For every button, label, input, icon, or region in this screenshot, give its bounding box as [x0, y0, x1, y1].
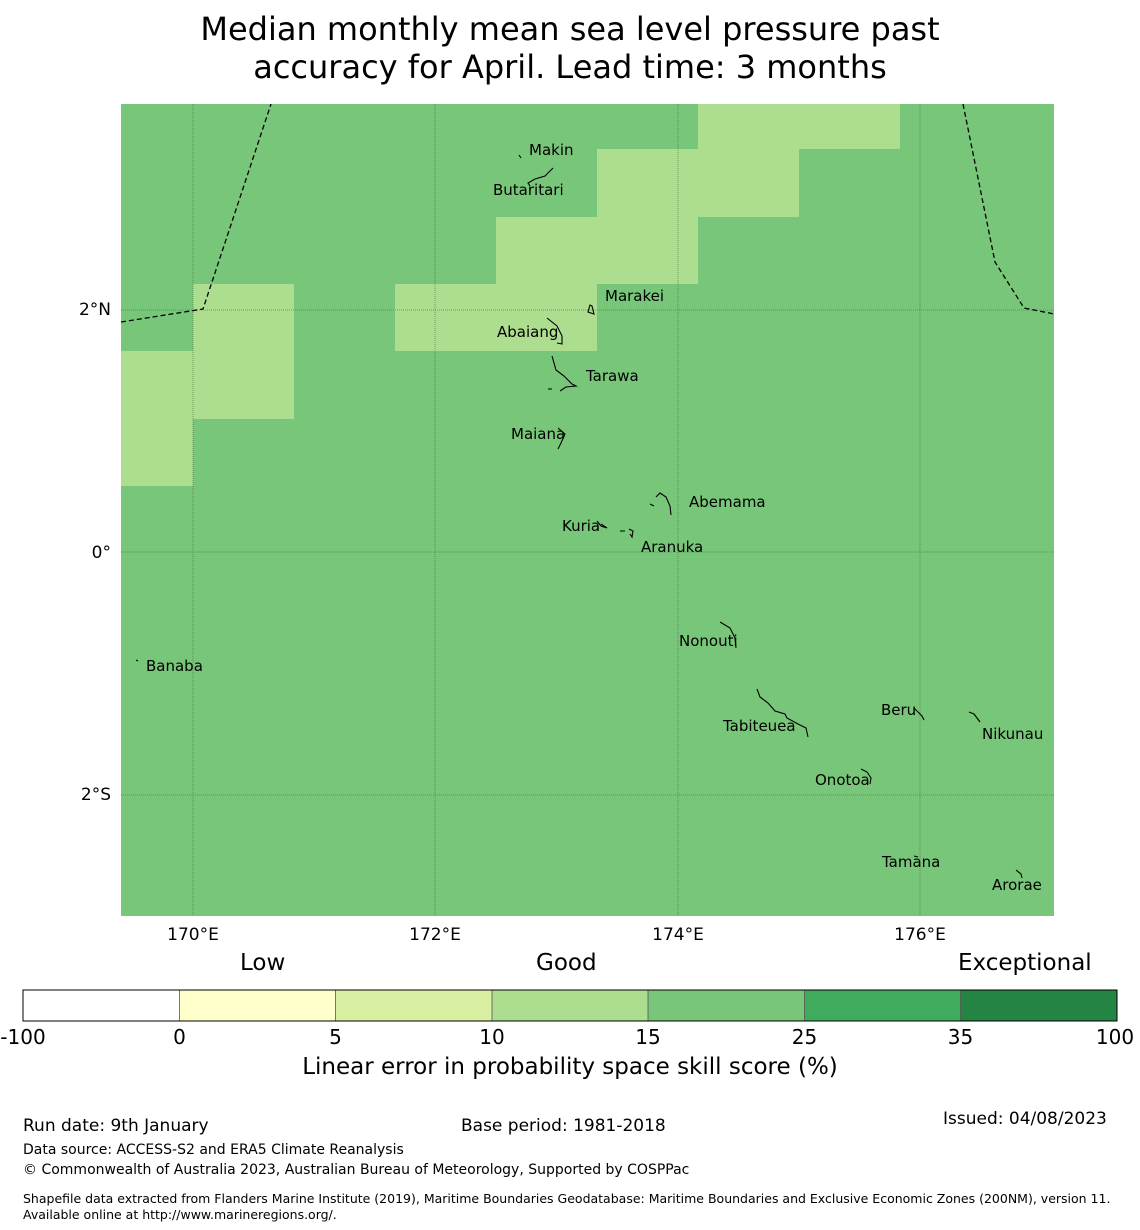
island-label-maiana: Maiana [511, 425, 565, 443]
base-period: Base period: 1981-2018 [461, 1116, 666, 1136]
colorbar-segment [960, 990, 1117, 1021]
lon-tick-172: 172°E [409, 925, 461, 945]
colorbar-tick: 25 [791, 1025, 818, 1049]
island-shape-maiana [557, 427, 566, 450]
axis-labels: 170°E 172°E 174°E 176°E 2°N 0° 2°S [79, 300, 946, 945]
island-label-nonouti: Nonouti [679, 632, 738, 650]
category-exceptional: Exceptional [958, 950, 1092, 976]
island-shape-abaiang [546, 317, 563, 345]
colorbar-tick: 5 [329, 1025, 342, 1049]
lat-tick-2n: 2°N [79, 300, 111, 320]
island-shape-tamana [913, 855, 919, 858]
colorbar-segment [492, 990, 648, 1021]
lon-tick-174: 174°E [652, 925, 704, 945]
title-line-1: Median monthly mean sea level pressure p… [200, 10, 940, 48]
island-label-butaritari: Butaritari [493, 181, 564, 199]
category-good: Good [536, 950, 597, 976]
colorbar-frame [22, 989, 1118, 1022]
skill-field-light-cells [121, 104, 900, 486]
colorbar-label: Linear error in probability space skill … [302, 1054, 838, 1080]
island-shape-tabiteuea [756, 688, 809, 738]
island-shape-marakei [587, 304, 595, 315]
eez-boundary-east [962, 103, 1055, 315]
island-label-marakei: Marakei [605, 287, 664, 305]
cell [698, 104, 900, 149]
run-date: Run date: 9th January [23, 1116, 209, 1136]
island-label-arorae: Arorae [992, 876, 1042, 894]
island-labels: Makin Butaritari Marakei Abaiang Tarawa … [146, 141, 1043, 894]
colorbar-tick: 15 [635, 1025, 661, 1049]
cell [121, 351, 193, 486]
colorbar-segment [335, 990, 492, 1021]
cell [496, 217, 698, 284]
island-shape-nikunau [968, 711, 981, 723]
island-shape-makin [518, 154, 522, 159]
island-shape-tarawa [548, 355, 578, 392]
island-label-kuria: Kuria [562, 517, 600, 535]
colorbar-tick: 100 [1095, 1025, 1135, 1049]
colorbar-dividers [179, 990, 961, 1021]
colorbar-segment [23, 990, 180, 1021]
eez-boundary-west [120, 103, 272, 323]
island-label-abaiang: Abaiang [497, 323, 558, 341]
island-shape-nonouti [719, 621, 737, 649]
colorbar-segment [804, 990, 961, 1021]
eez-boundaries [120, 103, 1055, 323]
lon-tick-176: 176°E [894, 925, 946, 945]
colorbar-tick: 0 [173, 1025, 186, 1049]
island-label-makin: Makin [529, 141, 574, 159]
lat-tick-2s: 2°S [81, 785, 111, 805]
issued-date: Issued: 04/08/2023 [943, 1109, 1107, 1129]
colorbar-tick: 10 [479, 1025, 505, 1049]
colorbar [22, 989, 1118, 1022]
island-label-nikunau: Nikunau [982, 725, 1043, 743]
title-line-2: accuracy for April. Lead time: 3 months [253, 48, 887, 86]
island-shape-butaritari [527, 167, 554, 187]
map-panel: Makin Butaritari Marakei Abaiang Tarawa … [79, 103, 1055, 945]
island-shape-abemama [649, 492, 672, 516]
island-label-banaba: Banaba [146, 657, 203, 675]
island-label-beru: Beru [881, 701, 916, 719]
cell [597, 149, 799, 217]
island-label-aranuka: Aranuka [641, 538, 703, 556]
colorbar-segment [179, 990, 336, 1021]
colorbar-segment [648, 990, 805, 1021]
island-shape-kuria [596, 520, 608, 529]
colorbar-tick: -100 [0, 1025, 46, 1049]
copyright: © Commonwealth of Australia 2023, Austra… [23, 1162, 690, 1178]
island-shape-beru [913, 707, 925, 721]
chart-title: Median monthly mean sea level pressure p… [0, 10, 1140, 86]
island-label-onotoa: Onotoa [815, 771, 870, 789]
island-outlines [135, 154, 1023, 879]
colorbar-tick: 35 [947, 1025, 974, 1049]
category-low: Low [240, 950, 286, 976]
cell [193, 284, 294, 419]
lon-tick-170: 170°E [167, 925, 219, 945]
island-label-tamana: Tamana [881, 853, 940, 871]
cell [395, 284, 597, 351]
gridlines [121, 104, 1054, 916]
island-label-abemama: Abemama [689, 493, 766, 511]
island-shape-banaba [135, 659, 139, 662]
island-label-tabiteuea: Tabiteuea [722, 717, 796, 735]
shapefile-credit: Shapefile data extracted from Flanders M… [23, 1191, 1111, 1222]
island-shape-onotoa [860, 768, 872, 785]
data-source: Data source: ACCESS-S2 and ERA5 Climate … [23, 1142, 404, 1158]
island-shape-arorae [1015, 869, 1023, 879]
island-label-tarawa: Tarawa [585, 367, 639, 385]
island-shape-aranuka [620, 528, 634, 539]
lat-tick-0: 0° [92, 543, 111, 563]
